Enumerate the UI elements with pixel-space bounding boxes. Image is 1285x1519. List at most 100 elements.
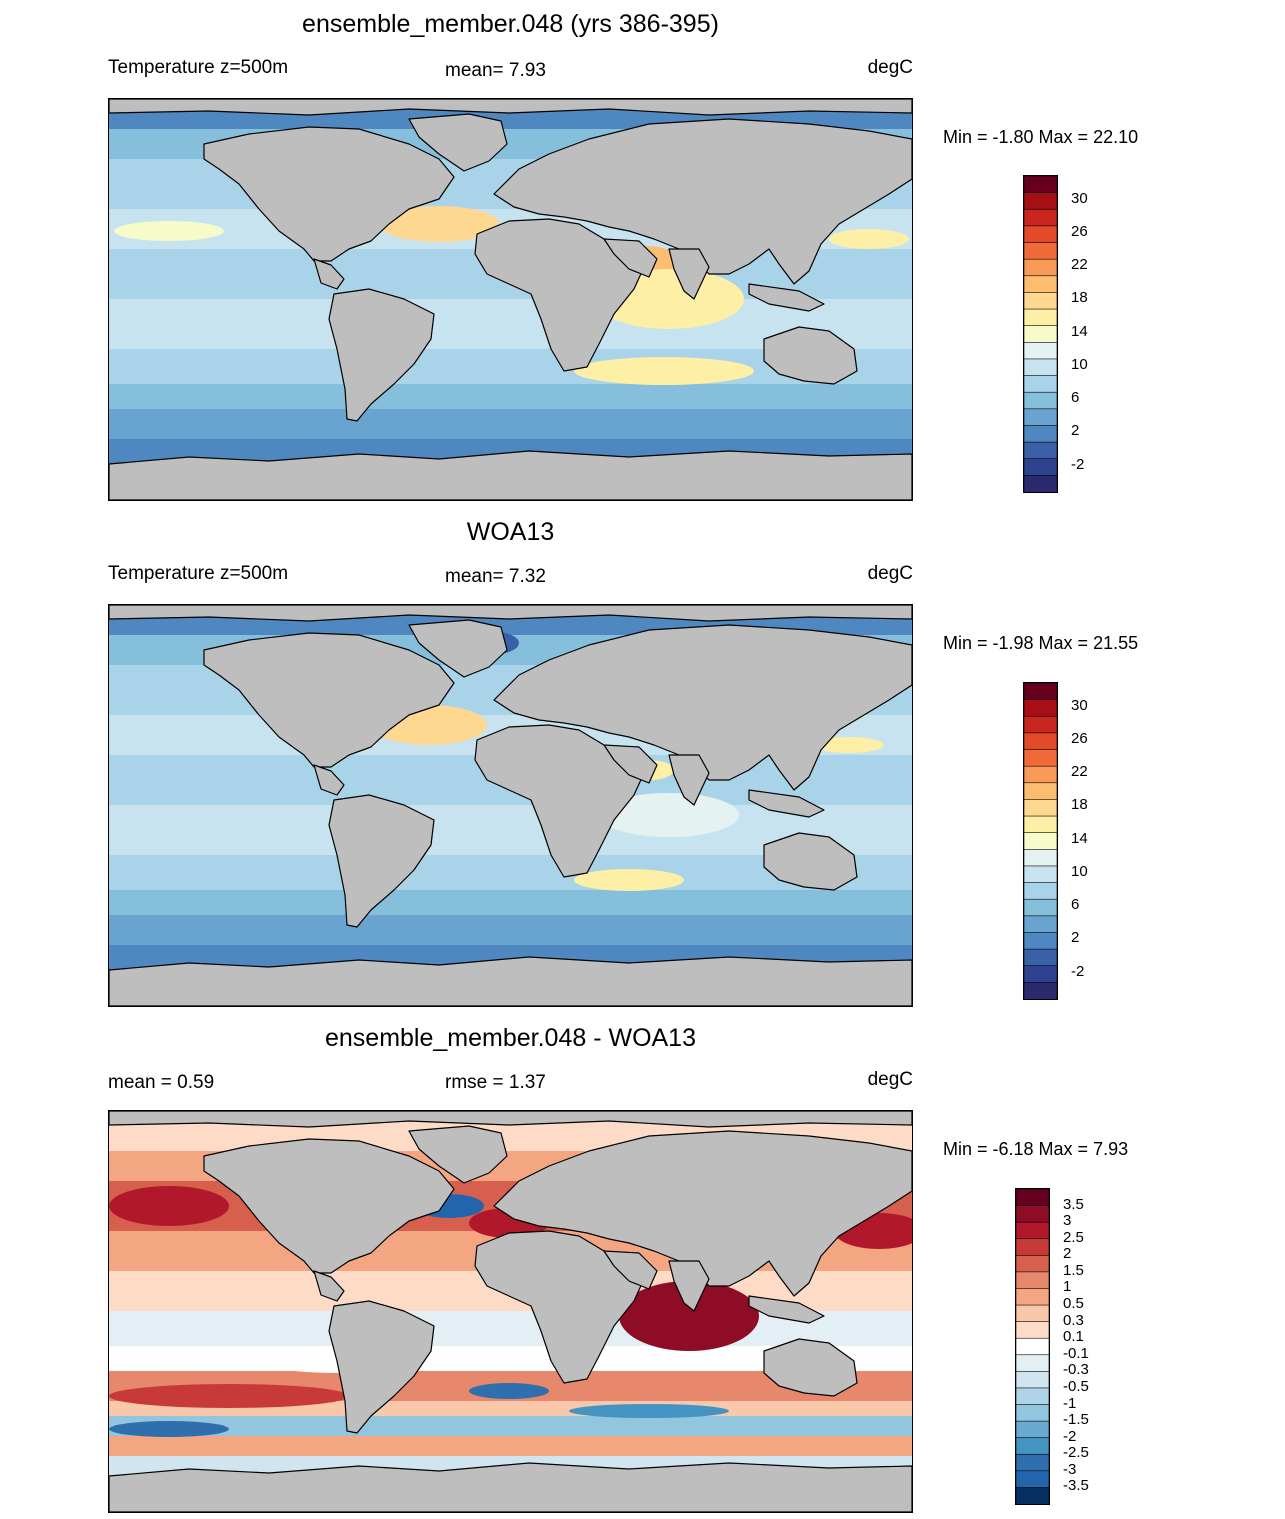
field-label: Temperature z=500m: [108, 563, 289, 584]
world-map: [108, 604, 913, 1007]
min-max-label: Min = -6.18 Max = 7.93: [943, 1139, 1129, 1159]
land-mass: [408, 113, 508, 172]
colorbar-swatch: [1024, 408, 1057, 427]
rmse-label: rmse = 1.37: [445, 1072, 546, 1093]
land-mass: [408, 1125, 508, 1184]
world-map: [108, 98, 913, 501]
colorbar-swatch: [1024, 425, 1057, 443]
land-mass: [313, 764, 345, 796]
colorbar-swatch: [1016, 1271, 1049, 1290]
land-mass: [109, 450, 912, 500]
colorbar-tick-label: -3: [1063, 1460, 1077, 1478]
mean-label: mean = 0.59: [108, 1072, 215, 1093]
colorbar-swatch: [1024, 176, 1057, 194]
colorbar-swatch: [1024, 932, 1057, 950]
colorbar-tick-label: 1: [1063, 1278, 1072, 1296]
colorbar-swatch: [1016, 1453, 1049, 1472]
colorbar-tick-label: 30: [1071, 189, 1088, 207]
colorbar-tick-label: -0.3: [1063, 1361, 1089, 1379]
land-mass: [328, 1300, 435, 1434]
colorbar-swatch: [1024, 391, 1057, 410]
colorbar-swatch: [1016, 1238, 1049, 1257]
colorbar-swatch: [1024, 683, 1057, 701]
colorbar-swatch: [1016, 1404, 1049, 1422]
colorbar-tick-label: 14: [1071, 322, 1088, 340]
land-mass: [748, 283, 825, 312]
temperature-colorbar: [1023, 682, 1058, 1000]
colorbar-swatch: [1016, 1255, 1049, 1273]
colorbar-tick-label: -2: [1063, 1427, 1077, 1445]
colorbar-swatch: [1024, 882, 1057, 901]
min-max-label: Min = -1.80 Max = 22.10: [943, 127, 1139, 147]
colorbar-swatch: [1016, 1387, 1049, 1406]
land-mass: [109, 956, 912, 1006]
land-mass: [203, 1138, 455, 1274]
land-mass: [313, 1270, 345, 1302]
colorbar-tick-label: 10: [1071, 355, 1088, 373]
land-mass: [313, 258, 345, 290]
colorbar-tick-label: 0.1: [1063, 1328, 1084, 1346]
colorbar-tick-label: -2.5: [1063, 1444, 1089, 1462]
land-mass: [328, 794, 435, 928]
land-mass: [668, 1260, 710, 1312]
colorbar-swatch: [1016, 1354, 1049, 1373]
colorbar-swatch: [1016, 1205, 1049, 1223]
colorbar-tick-label: -2: [1071, 455, 1085, 473]
panel-title: ensemble_member.048 (yrs 386-395): [302, 10, 719, 38]
colorbar-swatch: [1024, 308, 1057, 327]
colorbar-tick-label: 10: [1071, 862, 1088, 880]
colorbar-swatch: [1024, 458, 1057, 477]
colorbar-tick-label: -1: [1063, 1394, 1077, 1412]
colorbar-tick-label: -0.5: [1063, 1377, 1089, 1395]
colorbar-tick-label: 30: [1071, 696, 1088, 714]
colorbar-tick-label: 26: [1071, 222, 1088, 240]
colorbar-tick-label: -0.1: [1063, 1344, 1089, 1362]
colorbar-swatch: [1016, 1221, 1049, 1240]
land-mass: [493, 624, 912, 791]
land-mass: [474, 218, 645, 372]
colorbar-tick-label: 22: [1071, 763, 1088, 781]
colorbar-swatch: [1024, 782, 1057, 801]
colorbar-swatch: [1016, 1337, 1049, 1356]
colorbar-tick-label: 14: [1071, 829, 1088, 847]
land-mass: [668, 754, 710, 806]
colorbar-swatch: [1024, 325, 1057, 344]
land-mass: [474, 1230, 645, 1384]
colorbar-swatch: [1016, 1189, 1049, 1207]
colorbar-tick-label: 6: [1071, 896, 1080, 914]
land-mass: [748, 1295, 825, 1324]
land-mass: [203, 632, 455, 768]
colorbar-swatch: [1024, 375, 1057, 394]
land-mass: [603, 1250, 658, 1290]
panel-title: ensemble_member.048 - WOA13: [324, 1024, 696, 1052]
colorbar-swatch: [1024, 475, 1057, 492]
colorbar-swatch: [1016, 1420, 1049, 1439]
land-mass: [328, 288, 435, 422]
colorbar-swatch: [1024, 765, 1057, 784]
land-mass: [109, 1111, 912, 1128]
land-mass: [763, 1338, 858, 1397]
colorbar-tick-label: 18: [1071, 289, 1088, 307]
land-mass: [203, 126, 455, 262]
colorbar-tick-label: 22: [1071, 256, 1088, 274]
min-max-label: Min = -1.98 Max = 21.55: [943, 633, 1139, 653]
colorbar-tick-label: 6: [1071, 389, 1080, 407]
colorbar-tick-label: -2: [1071, 962, 1085, 980]
colorbar-swatch: [1016, 1288, 1049, 1306]
colorbar-swatch: [1024, 258, 1057, 277]
colorbar-tick-label: 2: [1071, 422, 1080, 440]
units-label: degC: [867, 563, 913, 584]
colorbar-swatch: [1024, 982, 1057, 999]
colorbar-swatch: [1024, 799, 1057, 817]
land-mass: [763, 326, 858, 385]
colorbar-swatch: [1024, 342, 1057, 360]
colorbar-swatch: [1024, 832, 1057, 851]
colorbar-tick-label: 3: [1063, 1212, 1072, 1230]
colorbar-swatch: [1024, 865, 1057, 884]
land-mass: [763, 832, 858, 891]
land-mass: [408, 619, 508, 678]
colorbar-tick-label: 0.5: [1063, 1295, 1084, 1313]
colorbar-tick-label: 2: [1063, 1245, 1072, 1263]
colorbar-tick-label: -1.5: [1063, 1411, 1089, 1429]
colorbar-swatch: [1016, 1321, 1049, 1340]
